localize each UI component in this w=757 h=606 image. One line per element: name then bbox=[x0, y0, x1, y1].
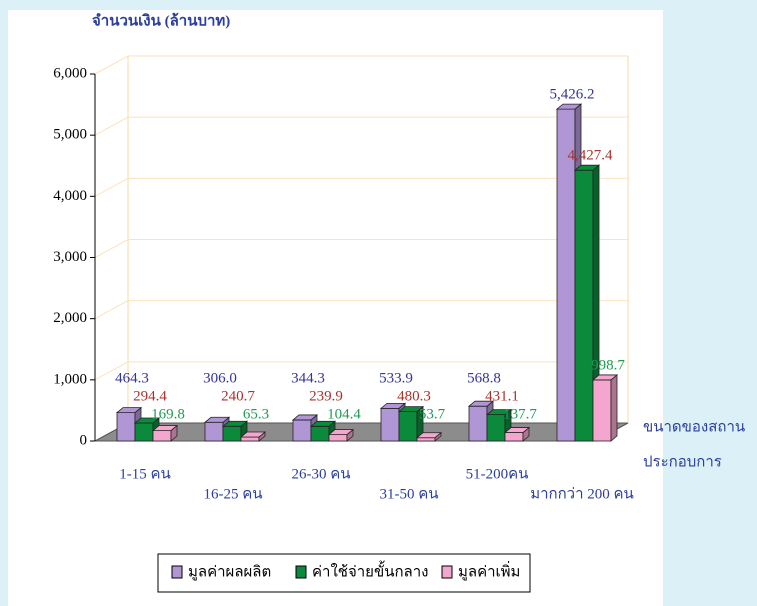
bar bbox=[398, 411, 418, 442]
bar bbox=[468, 405, 488, 442]
bar-side bbox=[610, 374, 618, 442]
bar bbox=[204, 421, 224, 442]
bar bbox=[592, 379, 612, 442]
value-label: 431.1 bbox=[485, 388, 519, 404]
x-tick-label: 51-200คน bbox=[466, 466, 529, 482]
bar bbox=[416, 437, 436, 442]
bar-top bbox=[115, 407, 143, 414]
value-label: 169.8 bbox=[151, 406, 185, 422]
bar-top bbox=[203, 416, 231, 423]
bar-top bbox=[151, 425, 179, 432]
bar-top bbox=[555, 103, 583, 110]
bar-top bbox=[291, 414, 319, 421]
legend-label: มูลค่าผลผลิต bbox=[188, 563, 271, 580]
x-tick-label: มากกว่า 200 คน bbox=[530, 486, 634, 502]
value-label: 306.0 bbox=[203, 370, 237, 386]
legend-swatch bbox=[171, 565, 183, 579]
value-label: 464.3 bbox=[115, 370, 149, 386]
bar-top bbox=[327, 429, 355, 436]
bar-top bbox=[379, 402, 407, 409]
bar-top bbox=[309, 420, 337, 427]
y-tick-label: 4,000 bbox=[53, 188, 87, 204]
legend-swatch bbox=[295, 565, 307, 579]
x-axis-title: ประกอบการ bbox=[643, 454, 722, 470]
bar bbox=[504, 432, 524, 442]
grid-line bbox=[94, 177, 628, 197]
bar bbox=[240, 436, 260, 442]
legend-label: ค่าใช้จ่ายขั้นกลาง bbox=[312, 560, 429, 580]
bar-top bbox=[133, 417, 161, 424]
grid-line bbox=[94, 116, 628, 136]
value-label: 240.7 bbox=[221, 388, 255, 404]
x-tick-label: 1-15 คน bbox=[119, 466, 171, 482]
bar bbox=[574, 169, 594, 442]
value-label: 65.3 bbox=[243, 406, 269, 422]
bar bbox=[152, 430, 172, 442]
value-label: 239.9 bbox=[309, 388, 343, 404]
value-label: 137.7 bbox=[503, 406, 537, 422]
value-label: 533.9 bbox=[379, 370, 413, 386]
bar-top bbox=[221, 420, 249, 427]
bar bbox=[328, 434, 348, 442]
bar-top bbox=[591, 374, 619, 381]
value-label: 5,426.2 bbox=[550, 87, 595, 103]
x-tick-label: 31-50 คน bbox=[379, 486, 438, 502]
x-tick-label: 16-25 คน bbox=[203, 486, 262, 502]
grid-line bbox=[94, 55, 628, 75]
y-tick-label: 2,000 bbox=[53, 310, 87, 326]
value-label: 294.4 bbox=[133, 388, 167, 404]
y-tick-label: 1,000 bbox=[53, 371, 87, 387]
bar-top bbox=[415, 432, 443, 439]
y-tick-label: 5,000 bbox=[53, 127, 87, 143]
x-axis-title: ขนาดของสถาน bbox=[643, 419, 745, 435]
bar bbox=[380, 407, 400, 442]
grid-line bbox=[94, 361, 628, 381]
grid-line bbox=[94, 300, 628, 320]
bar-top bbox=[467, 400, 495, 407]
bar bbox=[116, 412, 136, 442]
bar bbox=[310, 425, 330, 442]
value-label: 53.7 bbox=[419, 406, 446, 422]
bar bbox=[292, 419, 312, 442]
bar-top bbox=[239, 431, 267, 438]
bar-top bbox=[485, 409, 513, 416]
value-label: 104.4 bbox=[327, 406, 361, 422]
y-tick-label: 6,000 bbox=[53, 65, 87, 81]
y-axis-title: จำนวนเงิน (ล้านบาท) bbox=[92, 11, 230, 29]
value-label: 480.3 bbox=[397, 388, 431, 404]
grid-line bbox=[94, 239, 628, 258]
legend-label: มูลค่าเพิ่ม bbox=[458, 560, 520, 580]
value-label: 998.7 bbox=[591, 357, 625, 373]
legend-swatch bbox=[441, 565, 453, 579]
bar-top bbox=[573, 164, 601, 171]
y-tick-label: 3,000 bbox=[53, 249, 87, 265]
bar-top bbox=[503, 427, 531, 433]
y-tick-label: 0 bbox=[80, 432, 88, 448]
value-label: 568.8 bbox=[467, 370, 501, 386]
legend-box bbox=[157, 553, 531, 593]
value-label: 4,427.4 bbox=[568, 148, 614, 164]
bar bbox=[134, 422, 154, 442]
value-label: 344.3 bbox=[291, 370, 325, 386]
bar-top bbox=[397, 406, 425, 413]
bar bbox=[222, 425, 242, 442]
x-tick-label: 26-30 คน bbox=[291, 466, 350, 482]
